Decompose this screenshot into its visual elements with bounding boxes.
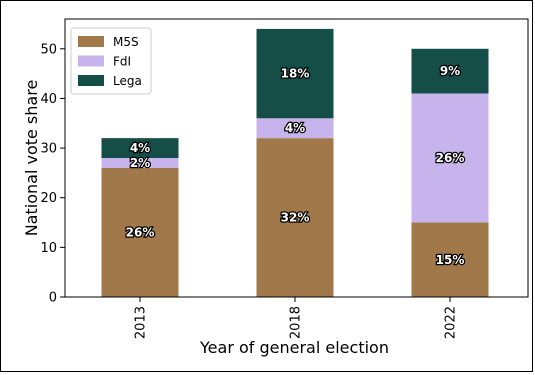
y-axis: 0 10 20 30 40 50 (40, 42, 65, 306)
y-tick-label: 0 (49, 291, 57, 306)
legend-label-m5s: M5S (113, 35, 139, 49)
data-label-m5s-2018: 32% (281, 211, 310, 225)
bar-lega-2013 (101, 138, 179, 158)
y-tick-label: 10 (40, 241, 57, 256)
y-tick-label: 30 (40, 142, 57, 157)
bar-m5s-2022 (411, 222, 489, 297)
bars-layer (101, 28, 489, 297)
bar-lega-2018 (256, 28, 334, 119)
bar-fdi-2018 (256, 118, 334, 139)
data-label-fdi-2022: 26% (436, 151, 465, 165)
data-label-lega-2022: 9% (440, 64, 460, 78)
data-label-fdi-2018: 4% (285, 121, 305, 135)
x-tick-label: 2022 (444, 306, 459, 339)
x-axis: 2013 2018 2022 (134, 297, 459, 339)
legend-label-fdi: FdI (113, 55, 131, 69)
legend: M5S FdI Lega (70, 27, 152, 95)
bar-fdi-2013 (101, 158, 179, 168)
data-label-lega-2018: 18% (281, 67, 310, 81)
x-tick-label: 2013 (134, 306, 149, 339)
data-label-m5s-2022: 15% (436, 253, 465, 267)
bar-m5s-2013 (101, 167, 179, 297)
bar-m5s-2018 (256, 138, 334, 297)
legend-swatch-fdi (78, 55, 104, 67)
legend-swatch-m5s (78, 36, 104, 47)
y-tick-label: 20 (40, 191, 57, 206)
y-axis-label: National vote share (22, 80, 41, 237)
bar-lega-2022 (411, 48, 489, 94)
data-label-m5s-2013: 26% (126, 225, 155, 239)
x-axis-label: Year of general election (199, 338, 389, 357)
plot-area-border (64, 18, 529, 298)
legend-swatch-lega (78, 75, 104, 86)
data-label-lega-2013: 4% (130, 141, 150, 155)
legend-label-lega: Lega (113, 74, 142, 88)
y-tick-label: 40 (40, 92, 57, 107)
data-labels-layer: 26%2%4%32%4%18%15%26%9% (124, 63, 465, 268)
bar-fdi-2022 (411, 93, 489, 223)
y-tick-label: 50 (40, 42, 57, 57)
x-tick-label: 2018 (289, 306, 304, 339)
data-label-fdi-2013: 2% (130, 156, 150, 170)
